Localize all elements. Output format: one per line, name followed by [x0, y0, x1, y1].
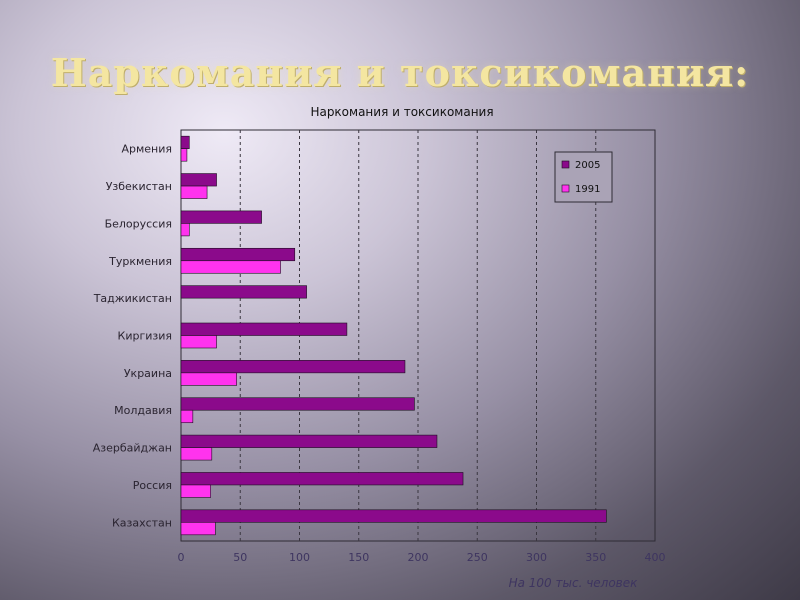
chart-title: Наркомания и токсикомания	[310, 105, 493, 119]
bar-2005	[180, 397, 415, 411]
bar-1991	[180, 260, 281, 274]
category-label: Узбекистан	[106, 180, 172, 193]
category-label: Киргизия	[118, 330, 172, 343]
bar-1991	[180, 223, 190, 237]
x-tick-label: 150	[348, 551, 369, 564]
x-tick-label: 200	[408, 551, 429, 564]
category-labels: Армения Узбекистан Белоруссия Туркмения Тадж…	[93, 143, 172, 530]
bar-1991	[180, 522, 216, 536]
x-tick-label: 250	[467, 551, 488, 564]
bar-2005	[180, 434, 438, 448]
bar-2005	[180, 135, 190, 149]
bar-1991	[180, 447, 213, 461]
category-label: Армения	[121, 143, 172, 156]
category-label: Таджикистан	[93, 292, 172, 305]
bar-2005	[180, 285, 307, 299]
category-label: Украина	[124, 367, 172, 380]
bar-1991	[180, 372, 237, 386]
bar-2005	[180, 472, 464, 486]
bar-1991	[180, 409, 194, 424]
bar-2005	[180, 210, 262, 224]
x-tick-label: 50	[233, 551, 247, 564]
bars	[180, 135, 607, 536]
x-tick-labels: 0 50 100 150 200 250 300 350 400	[178, 551, 666, 564]
legend-label-1991: 1991	[575, 184, 600, 195]
legend-box	[554, 151, 613, 203]
category-label: Молдавия	[114, 404, 172, 417]
bar-2005	[180, 247, 296, 262]
x-tick-label: 350	[585, 551, 606, 564]
x-tick-label: 100	[289, 551, 310, 564]
category-label: Азербайджан	[93, 442, 172, 455]
bar-1991	[180, 148, 188, 162]
legend-swatch-1991	[561, 184, 570, 193]
category-label: Белоруссия	[105, 217, 172, 230]
bar-2005	[180, 322, 348, 336]
x-tick-label: 400	[645, 551, 666, 564]
legend-label-2005: 2005	[575, 160, 600, 171]
bar-1991	[180, 335, 217, 349]
slide-title: Наркомания и токсикомания:	[50, 50, 750, 95]
bar-2005	[180, 360, 406, 374]
legend-swatch-2005	[561, 160, 570, 169]
category-label: Россия	[133, 479, 172, 492]
x-tick-label: 300	[526, 551, 547, 564]
x-axis-label: На 100 тыс. человек	[509, 576, 639, 590]
x-tick-label: 0	[178, 551, 185, 564]
bar-1991	[180, 185, 208, 199]
category-label: Туркмения	[108, 255, 172, 268]
bar-2005	[180, 173, 217, 187]
bar-1991	[180, 484, 211, 498]
category-label: Казахстан	[112, 516, 172, 529]
legend: 2005 1991	[554, 151, 613, 203]
bar-2005	[180, 509, 607, 523]
